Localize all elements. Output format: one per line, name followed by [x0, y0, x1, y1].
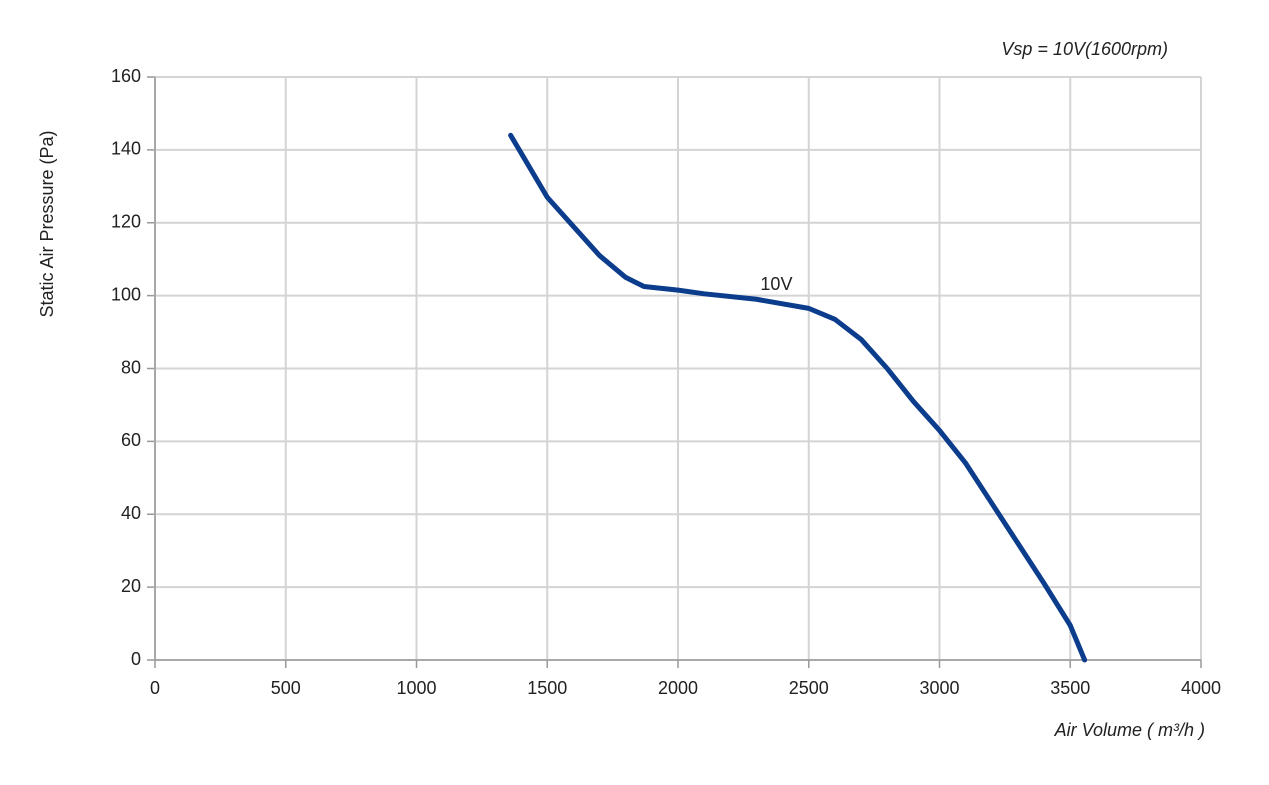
x-tick-label: 1500	[527, 678, 567, 698]
y-tick-label: 140	[111, 139, 141, 159]
x-tick-label: 2000	[658, 678, 698, 698]
y-tick-label: 160	[111, 66, 141, 86]
x-tick-label: 4000	[1181, 678, 1221, 698]
x-tick-label: 3500	[1050, 678, 1090, 698]
x-axis-label: Air Volume ( m³/h )	[1054, 720, 1205, 740]
x-tick-label: 1000	[396, 678, 436, 698]
series-label: 10V	[760, 274, 792, 294]
data-line	[508, 132, 1088, 663]
y-tick-label: 20	[121, 576, 141, 596]
y-tick-label: 60	[121, 430, 141, 450]
y-tick-label: 0	[131, 649, 141, 669]
chart-subtitle: Vsp = 10V(1600rpm)	[1001, 39, 1168, 59]
x-tick-label: 2500	[789, 678, 829, 698]
x-tick-label: 3000	[919, 678, 959, 698]
y-tick-label: 80	[121, 357, 141, 377]
x-tick-label: 0	[150, 678, 160, 698]
y-axis-label: Static Air Pressure (Pa)	[37, 130, 57, 317]
x-tick-label: 500	[271, 678, 301, 698]
y-tick-label: 120	[111, 212, 141, 232]
y-tick-label: 100	[111, 284, 141, 304]
y-tick-label: 40	[121, 503, 141, 523]
